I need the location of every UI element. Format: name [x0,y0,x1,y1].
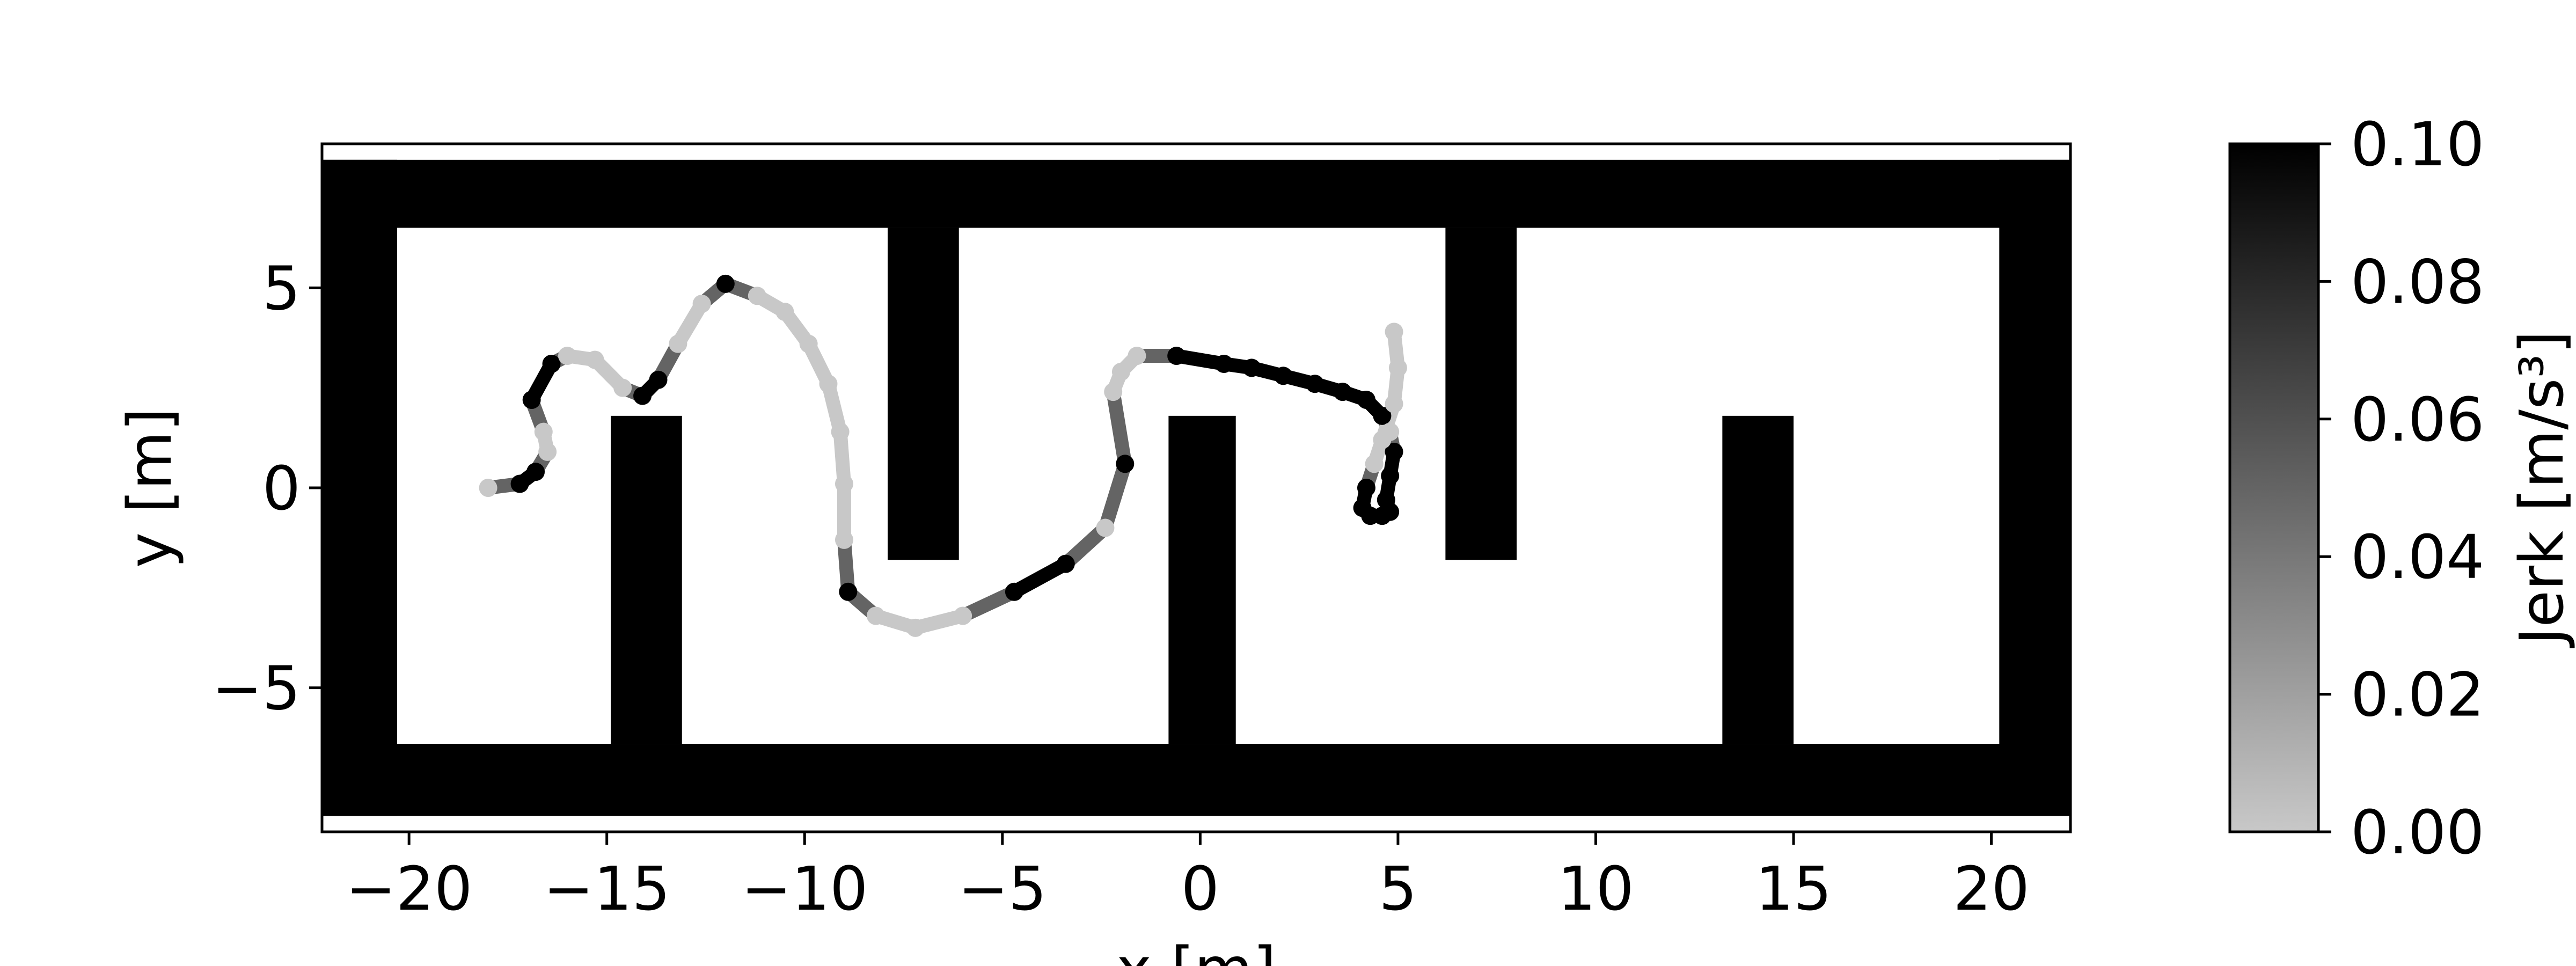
colorbar-gradient [2228,142,2320,833]
wall-segment-7 [888,228,959,560]
x-tick-label: 10 [1557,854,1634,924]
trajectory-point [1365,455,1384,473]
trajectory-point [538,442,557,461]
wall-segment-8 [1445,228,1517,560]
trajectory-point [1128,347,1146,365]
trajectory-point [906,618,925,637]
y-tick-label: 0 [262,454,301,524]
wall-segment-0 [322,159,2070,228]
trajectory-segment [1098,457,1132,535]
colorbar-tick-label: 0.10 [2351,110,2484,180]
colorbar-label: Jerk [m/s³] [2507,331,2576,648]
colorbar-tick-label: 0.00 [2351,798,2484,868]
x-tick-label: −10 [741,854,868,924]
trajectory-point [522,391,541,409]
x-tick-label: 15 [1755,854,1832,924]
trajectory-segment [1007,557,1073,599]
trajectory-point [1385,323,1403,341]
trajectory-point [716,274,735,293]
maze-walls [322,159,2070,816]
trajectory-point [1357,479,1375,497]
trajectory-point [1388,358,1407,377]
trajectory-point [534,422,553,441]
x-tick-label: −15 [544,854,670,924]
trajectory-point [1353,499,1372,517]
trajectory-point [1104,383,1123,401]
trajectory-point [1373,406,1392,425]
trajectory-point [1385,442,1403,461]
trajectory-point [748,287,766,305]
trajectory-point [1005,582,1023,601]
x-tick-label: −20 [346,854,472,924]
colorbar-ticks: 0.00 0.02 0.04 0.06 0.08 0.10 [2318,110,2484,868]
trajectory-point [1385,394,1403,413]
trajectory-point [542,354,561,373]
trajectory-point [692,295,711,313]
x-axis-ticks: −20 −15 −10 −5 0 5 10 15 20 [346,832,2030,924]
trajectory-point [479,479,497,497]
trajectory-segment [1106,385,1132,471]
trajectory-point [1357,391,1375,409]
trajectory-point [613,378,632,397]
trajectory-point [819,375,838,393]
x-axis-label: x [m] [1116,935,1276,966]
wall-segment-6 [1722,415,1794,744]
y-axis-ticks: −5 0 5 [212,254,322,724]
colorbar-tick-label: 0.06 [2351,385,2484,455]
trajectory-point [1096,518,1115,537]
x-tick-label: 5 [1379,854,1417,924]
wall-segment-1 [322,744,2070,816]
trajectory-point [866,606,885,625]
trajectory-point [1056,554,1075,573]
trajectory-point [1242,358,1261,377]
trajectory-point [775,303,794,321]
trajectory-point [1167,347,1186,365]
wall-segment-5 [1168,415,1236,744]
x-tick-label: 0 [1181,854,1219,924]
trajectory-point [649,370,668,389]
y-axis-label: y [m] [115,408,185,568]
trajectory-point [669,334,687,353]
trajectory-point [1381,466,1400,485]
colorbar-tick-label: 0.08 [2351,247,2484,317]
x-tick-label: 20 [1953,854,2030,924]
trajectory-point [586,350,604,369]
trajectory-point [1306,375,1324,393]
trajectory-point [835,474,853,493]
trajectory-segment [956,584,1021,623]
trajectory-point [633,386,652,405]
trajectory-point [1274,367,1293,385]
trajectory-point [835,530,853,549]
trajectory-point [526,463,545,481]
y-tick-label: −5 [212,654,301,724]
colorbar-tick-label: 0.02 [2351,661,2484,730]
colorbar-tick-label: 0.04 [2351,523,2484,592]
trajectory-point [839,582,858,601]
wall-segment-4 [611,415,682,744]
trajectory-point [1116,455,1135,473]
trajectory-point [1373,430,1392,449]
trajectory-point [1333,383,1352,401]
trajectory-point [558,347,577,365]
trajectory-point [510,474,529,493]
robot-trajectory [479,274,1407,637]
trajectory-point [954,606,972,625]
trajectory-point [1214,354,1233,373]
trajectory-point [831,422,850,441]
x-tick-label: −5 [958,854,1046,924]
trajectory-point [799,334,818,353]
trajectory-point [1111,362,1130,381]
y-tick-label: 5 [262,254,301,324]
wall-segment-2 [322,159,398,816]
wall-segment-3 [1999,159,2070,816]
